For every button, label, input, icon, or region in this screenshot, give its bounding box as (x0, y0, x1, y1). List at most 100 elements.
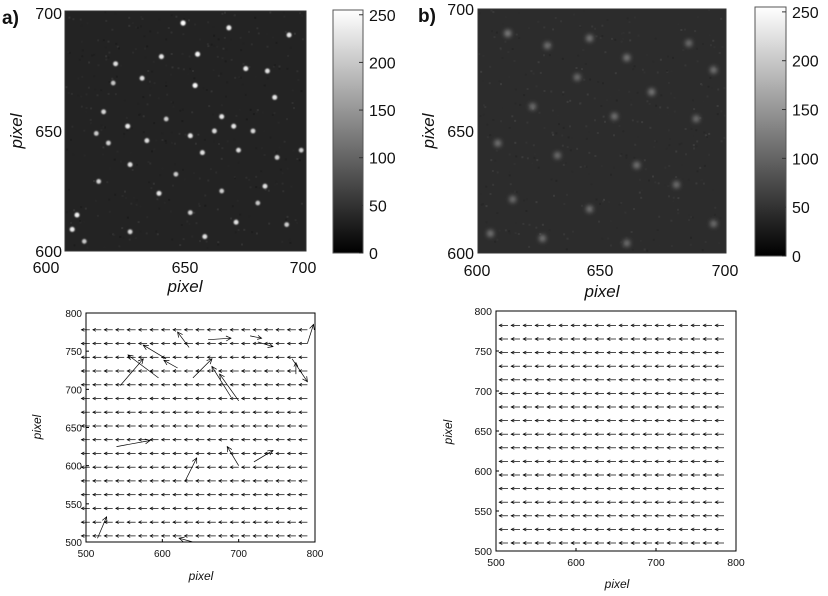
vector-arrow-head (702, 350, 707, 355)
image-noise-speck (233, 138, 236, 141)
vector-arrow (606, 513, 616, 518)
vector-arrow-shaft (253, 450, 274, 463)
vector-arrow-head (149, 534, 154, 538)
image-noise-speck (713, 46, 716, 49)
image-noise-speck (300, 202, 303, 205)
image-noise-speck (66, 57, 69, 60)
vector-arrow-head (594, 473, 599, 477)
image-noise-speck (105, 58, 108, 61)
vector-arrow-outlier (97, 516, 108, 539)
vector-arrow (80, 479, 90, 483)
vector-arrow-head (594, 364, 599, 369)
image-noise-speck (492, 176, 495, 179)
vector-arrow (298, 424, 308, 428)
vector-arrow (195, 410, 205, 415)
image-noise-speck (656, 71, 659, 74)
vector-arrow (702, 513, 712, 518)
vector-a-arrows (80, 323, 315, 543)
image-noise-speck (170, 31, 173, 34)
vector-arrow-head (217, 382, 222, 387)
vector-arrow-head (229, 492, 234, 497)
image-noise-speck (528, 245, 531, 248)
vector-arrow (103, 424, 113, 428)
image-noise-speck (585, 125, 588, 128)
vector-arrow-head (522, 418, 527, 423)
vector-arrow-head (298, 520, 303, 524)
vector-arrow-head (678, 377, 683, 382)
vector-arrow (275, 465, 285, 470)
image-noise-speck (125, 116, 128, 119)
vector-arrow (558, 350, 568, 355)
vector-arrow-head (206, 492, 211, 497)
image-noise-speck (175, 15, 178, 18)
vector-arrow-head (618, 432, 623, 437)
vector-arrow-head (642, 445, 647, 450)
vector-arrow-head (252, 492, 257, 497)
vector-arrow-head (263, 437, 268, 442)
vector-arrow (654, 541, 664, 545)
vector-arrow-head (149, 424, 154, 428)
image-bright-spot (187, 133, 193, 139)
vector-arrow-head (714, 459, 719, 464)
vector-arrow (195, 327, 205, 332)
vector-arrow-head (606, 486, 611, 491)
image-noise-speck (191, 235, 194, 238)
vector-xtick-label: 700 (647, 557, 665, 569)
vector-arrow (642, 350, 652, 355)
image-noise-speck (149, 162, 152, 165)
image-noise-speck (615, 99, 618, 102)
vector-arrow (714, 486, 724, 491)
image-noise-speck (485, 221, 488, 224)
vector-arrow (558, 405, 568, 409)
vector-arrow-head (80, 492, 85, 497)
vector-arrow (582, 432, 592, 437)
vector-arrow-head (618, 323, 623, 328)
vector-arrow (546, 323, 556, 328)
vector-arrow-head (137, 437, 142, 442)
vector-arrow-head (160, 396, 165, 401)
image-noise-speck (723, 136, 726, 139)
image-noise-speck (273, 64, 276, 67)
image-bright-spot (529, 103, 537, 111)
vector-arrow (690, 323, 700, 328)
image-bright-spot (623, 54, 631, 62)
vector-arrow (510, 377, 520, 382)
image-noise-speck (96, 214, 99, 217)
image-bright-spot (158, 54, 164, 60)
image-noise-speck (204, 194, 207, 197)
vector-arrow (126, 520, 136, 524)
vector-arrow (263, 506, 273, 511)
image-noise-speck (266, 33, 268, 36)
image-noise-speck (159, 174, 162, 177)
image-noise-speck (149, 87, 152, 90)
vector-arrow-head (582, 432, 587, 437)
vector-arrow-head (498, 459, 503, 464)
vector-arrow-head (80, 451, 85, 456)
image-noise-speck (483, 104, 485, 107)
vector-arrow (678, 405, 688, 409)
image-noise-speck (135, 203, 138, 206)
vector-arrow (229, 327, 239, 332)
vector-arrow-head (149, 327, 154, 332)
image-noise-speck (128, 238, 131, 241)
vector-arrow (92, 396, 102, 401)
image-noise-speck (613, 166, 616, 169)
image-noise-speck (291, 102, 294, 104)
vector-arrow (522, 405, 532, 409)
image-noise-speck (490, 159, 493, 162)
vector-arrow (298, 437, 308, 442)
vector-arrow (582, 364, 592, 369)
vector-arrow-head (654, 473, 659, 477)
vector-arrow-head (286, 492, 291, 497)
image-noise-speck (121, 227, 124, 230)
image-noise-speck (290, 185, 293, 188)
vector-arrow (240, 465, 251, 470)
colorbar-tick-label: 250 (792, 5, 819, 22)
vector-arrow (183, 424, 193, 428)
vector-arrow-head (570, 323, 575, 328)
vector-arrow (690, 500, 700, 505)
a-image-xtick-650: 650 (172, 260, 199, 277)
image-noise-speck (704, 134, 707, 137)
vector-arrow-head (103, 410, 108, 415)
vector-arrow (298, 327, 308, 332)
